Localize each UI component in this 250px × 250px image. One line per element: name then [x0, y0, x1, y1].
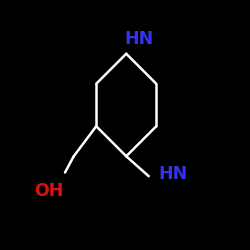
- Text: HN: HN: [159, 165, 188, 183]
- Text: HN: HN: [124, 30, 154, 48]
- Text: OH: OH: [34, 182, 64, 200]
